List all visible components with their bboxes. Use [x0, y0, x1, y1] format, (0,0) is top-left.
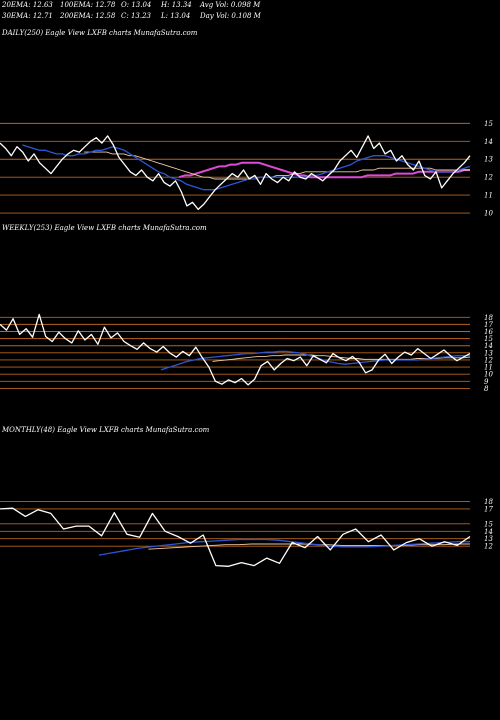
daily-y-tick-label: 11 — [484, 192, 493, 200]
monthly-chart-title: MONTHLY(48) Eagle View LXFB charts Munaf… — [2, 426, 210, 434]
daily-y-tick-label: 15 — [484, 120, 493, 128]
ema20-readout: 20EMA: 12.63 — [2, 1, 53, 9]
weekly-y-tick-label: 14 — [484, 342, 493, 350]
weekly-y-tick-label: 8 — [484, 385, 489, 393]
weekly-y-tick-label: 11 — [484, 364, 493, 372]
avg-vol-readout: Avg Vol: 0.098 M — [200, 1, 261, 9]
ema30-readout: 30EMA: 12.71 — [2, 12, 53, 20]
daily-y-tick-label: 12 — [484, 174, 493, 182]
weekly-y-tick-label: 17 — [484, 321, 493, 329]
monthly-y-tick-label: 12 — [484, 543, 493, 551]
monthly-y-tick-label: 17 — [484, 505, 493, 513]
daily-ema-mid-line — [83, 151, 470, 180]
weekly-y-tick-label: 9 — [484, 378, 489, 386]
low-readout: L: 13.04 — [161, 12, 191, 20]
weekly-y-tick-label: 18 — [484, 314, 493, 322]
weekly-y-tick-label: 15 — [484, 335, 493, 343]
monthly-y-tick-label: 13 — [484, 535, 493, 543]
ema200-readout: 200EMA: 12.58 — [60, 12, 116, 20]
daily-y-tick-label: 14 — [484, 138, 493, 146]
daily-ema-slow-line — [178, 161, 470, 179]
daily-chart-title: DAILY(250) Eagle View LXFB charts Munafa… — [2, 29, 198, 37]
high-readout: H: 13.34 — [161, 1, 192, 9]
ema100-readout: 100EMA: 12.78 — [60, 1, 116, 9]
monthly-y-tick-label: 15 — [484, 520, 493, 528]
daily-chart: 15 14 13 12 11 10 — [0, 120, 493, 218]
day-vol-readout: Day Vol: 0.108 M — [200, 12, 261, 20]
daily-price-line — [0, 135, 471, 211]
weekly-y-tick-label: 16 — [484, 328, 493, 336]
weekly-chart-title: WEEKLY(253) Eagle View LXFB charts Munaf… — [2, 224, 207, 232]
daily-ema-fast-line — [22, 144, 471, 191]
monthly-y-tick-label: 14 — [484, 528, 493, 536]
monthly-y-tick-label: 18 — [484, 498, 493, 506]
close-readout: C: 13.23 — [121, 12, 151, 20]
daily-y-tick-label: 10 — [484, 210, 493, 218]
monthly-ema-fast-line — [98, 538, 470, 556]
weekly-y-tick-label: 12 — [484, 356, 493, 364]
weekly-price-line — [0, 313, 471, 386]
weekly-y-tick-label: 10 — [484, 371, 493, 379]
daily-y-tick-label: 13 — [484, 156, 493, 164]
open-readout: O: 13.04 — [121, 1, 152, 9]
monthly-price-line — [0, 507, 471, 567]
weekly-y-tick-label: 13 — [484, 349, 493, 357]
